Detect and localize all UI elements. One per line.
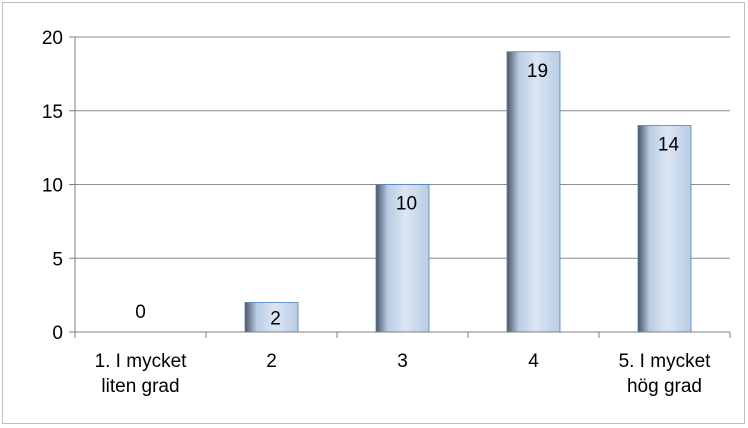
data-label: 14 [658, 135, 680, 156]
x-category-label: 1. I mycket [95, 351, 188, 372]
x-category-label: 4 [528, 351, 539, 372]
y-tick-label: 20 [42, 28, 63, 49]
data-label: 10 [396, 194, 417, 215]
x-category-label: 5. I mycket [619, 351, 712, 372]
data-labels: 0 2 10 19 14 [135, 61, 679, 330]
y-tick-label: 0 [52, 323, 63, 344]
x-category-label: liten grad [101, 376, 179, 397]
data-label: 2 [270, 308, 281, 329]
bar [637, 125, 692, 333]
x-category-label: 3 [397, 351, 408, 372]
chart-frame [2, 2, 745, 424]
x-category-labels: 1. I mycket liten grad 2 3 4 5. I mycket hög g… [95, 351, 712, 397]
y-tick-label: 5 [52, 249, 63, 270]
data-label: 19 [527, 61, 548, 82]
y-tick-labels: 0 5 10 15 20 [42, 28, 63, 344]
bar [506, 51, 561, 333]
bars [244, 51, 692, 333]
y-tick-label: 10 [42, 176, 63, 197]
data-label: 0 [135, 302, 146, 323]
axes [69, 36, 731, 338]
bar [375, 184, 430, 333]
x-category-label: hög grad [627, 376, 702, 397]
x-category-label: 2 [266, 351, 277, 372]
y-tick-label: 15 [42, 102, 63, 123]
